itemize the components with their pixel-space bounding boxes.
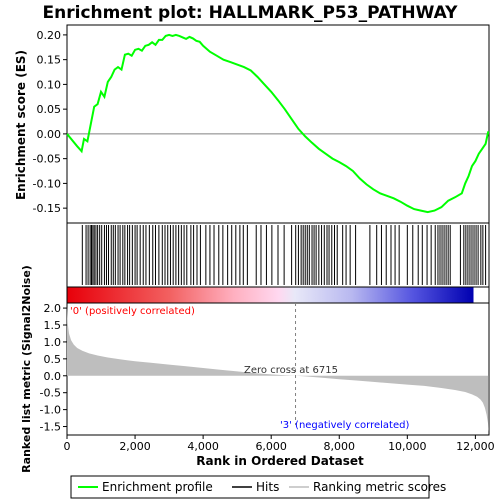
enrichment-profile-line xyxy=(66,33,490,214)
metric-ytick-label-0: 2.0 xyxy=(44,302,62,315)
negative-correlation-label: '3' (negatively correlated) xyxy=(280,420,409,431)
es-ytick-label-2: 0.10 xyxy=(37,78,62,91)
chart-title: Enrichment plot: HALLMARK_P53_PATHWAY xyxy=(43,3,459,23)
ranking-metric-area xyxy=(67,306,489,432)
metric-ytick-label-4: 0.0 xyxy=(44,370,62,383)
rank-colorbar xyxy=(67,287,474,303)
x-axis-title: Rank in Ordered Dataset xyxy=(196,454,364,468)
metric-axis-title: Ranked list metric (Signal2Noise) xyxy=(20,265,33,473)
es-layer xyxy=(66,33,490,214)
xtick-label-3: 6,000 xyxy=(255,440,287,453)
es-ytick-label-0: 0.20 xyxy=(37,29,62,42)
metric-ytick-label-2: 1.0 xyxy=(44,336,62,349)
axes-layer: 0.200.150.100.050.00-0.05-0.10-0.152.01.… xyxy=(33,29,495,453)
es-axis-title: Enrichment score (ES) xyxy=(14,50,28,200)
es-ytick-label-6: -0.10 xyxy=(33,177,61,190)
es-ytick-label-1: 0.15 xyxy=(37,54,62,67)
xtick-label-6: 12,000 xyxy=(456,440,495,453)
xtick-label-0: 0 xyxy=(64,440,71,453)
xtick-label-2: 4,000 xyxy=(187,440,219,453)
es-ytick-label-7: -0.15 xyxy=(33,202,61,215)
metric-layer xyxy=(67,303,489,432)
metric-ytick-label-3: 0.5 xyxy=(44,353,62,366)
xtick-label-4: 8,000 xyxy=(324,440,356,453)
es-ytick-label-4: 0.00 xyxy=(37,128,62,141)
es-ytick-label-3: 0.05 xyxy=(37,103,62,116)
legend-enrichment-label: Enrichment profile xyxy=(102,480,213,494)
legend-hits-label: Hits xyxy=(256,480,279,494)
positive-correlation-label: '0' (positively correlated) xyxy=(70,306,195,317)
hits-layer xyxy=(81,225,487,285)
metric-ytick-label-7: -1.5 xyxy=(40,421,61,434)
xtick-label-5: 10,000 xyxy=(388,440,427,453)
legend-metric-label: Ranking metric scores xyxy=(313,480,446,494)
metric-ytick-label-6: -1.0 xyxy=(40,404,61,417)
zero-cross-label: Zero cross at 6715 xyxy=(244,365,338,376)
es-ytick-label-5: -0.05 xyxy=(33,153,61,166)
metric-ytick-label-1: 1.5 xyxy=(44,319,62,332)
metric-ytick-label-5: -0.5 xyxy=(40,387,61,400)
xtick-label-1: 2,000 xyxy=(119,440,151,453)
